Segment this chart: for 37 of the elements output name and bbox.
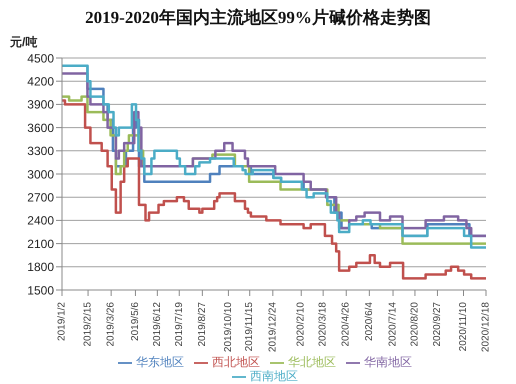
y-tick-label: 3900 [27,98,54,112]
x-tick-label: 2020/7/14 [388,302,399,346]
y-tick-label: 1800 [27,260,54,274]
x-tick-label: 2020/4/26 [340,302,352,346]
y-axis-title: 元/吨 [10,34,38,51]
x-tick-label: 2020/9/27 [432,302,443,346]
x-tick-label: 2019/11/15 [244,302,256,352]
x-tick-label: 2020/6/4 [364,302,375,341]
x-tick-label: 2019/8/27 [196,302,208,346]
x-tick-label: 2019/1/2 [56,302,68,341]
x-tick-label: 2020/3/18 [318,302,329,346]
y-tick-label: 1500 [27,283,54,298]
legend-label: 西南地区 [250,369,298,384]
x-tick-label: 2019/5/6 [130,302,141,341]
y-tick-label: 2100 [27,236,54,251]
y-tick-label: 2700 [27,190,54,204]
y-tick-label: 4500 [27,51,54,66]
y-tick-label: 3600 [27,120,54,135]
legend-label: 西北地区 [212,355,260,370]
x-tick-label: 2019/12/24 [267,302,278,352]
legend-label: 华北地区 [288,355,336,370]
x-tick-label: 2019/2/15 [82,302,94,346]
legend-label: 华南地区 [364,355,412,370]
y-tick-label: 3300 [27,144,54,158]
x-tick-label: 2019/3/26 [106,302,117,346]
x-tick-label: 2020/11/10 [458,302,469,352]
x-tick-label: 2020/12/18 [480,302,492,352]
x-tick-label: 2020/2/10 [296,302,307,346]
x-tick-label: 2019/10/10 [222,302,234,352]
y-tick-label: 2400 [27,214,54,228]
x-tick-label: 2020/8/20 [409,302,420,346]
y-tick-label: 4200 [27,74,54,88]
x-tick-label: 2019/7/19 [174,302,185,346]
legend-label: 华东地区 [136,355,184,370]
x-tick-label: 2019/6/12 [152,302,163,346]
y-tick-label: 3000 [27,167,54,182]
chart-title: 2019-2020年国内主流地区99%片碱价格走势图 [84,7,432,29]
